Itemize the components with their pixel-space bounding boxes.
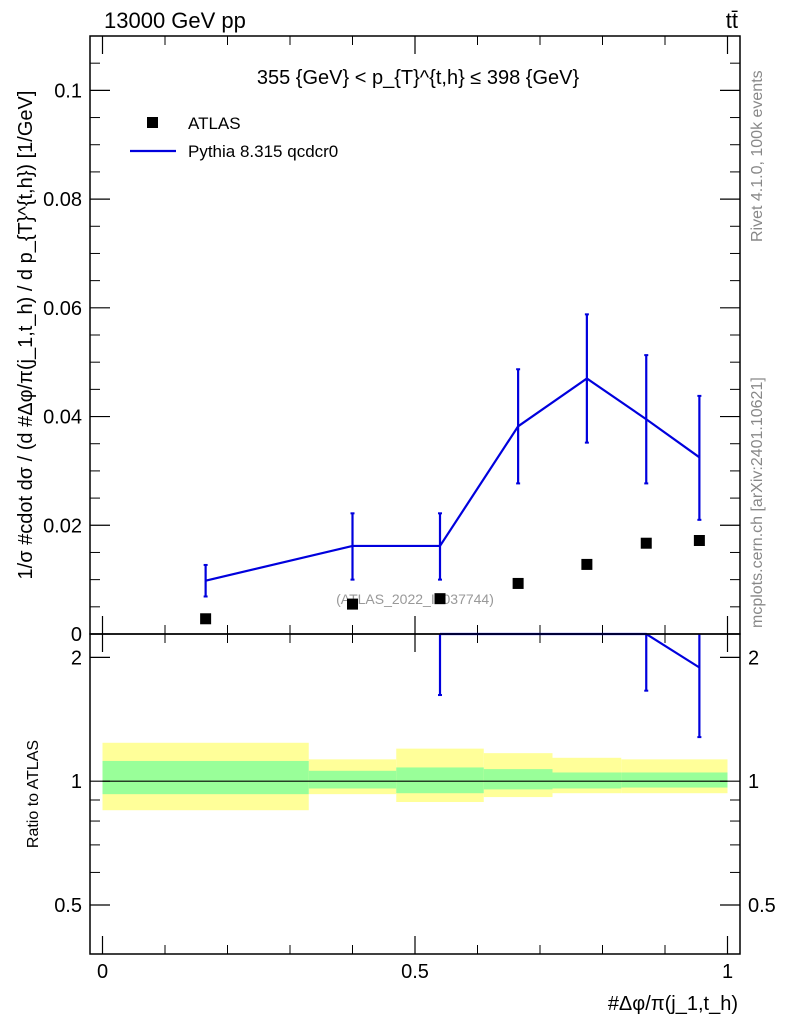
main-y-tick-label: 0.04 <box>43 407 82 429</box>
ratio-inner-uncertainty-band <box>483 769 553 790</box>
ratio-y-axis-label: Ratio to ATLAS <box>25 740 42 848</box>
x-tick-label: 0.5 <box>401 961 429 983</box>
main-y-tick-label: 0.08 <box>43 189 82 211</box>
ratio-y-tick-label-right: 2 <box>748 647 759 669</box>
x-tick-label: 1 <box>722 961 733 983</box>
main-y-axis-label: 1/σ #cdot dσ / (d #Δφ/π(j_1,t_h) / d p_{… <box>15 91 37 580</box>
main-y-tick-label: 0 <box>71 624 82 646</box>
ratio-pythia-line <box>440 632 700 669</box>
main-panel: 355 {GeV} < p_{T}^{t,h} ≤ 398 {GeV} (ATL… <box>15 35 741 646</box>
main-chart-title: 355 {GeV} < p_{T}^{t,h} ≤ 398 {GeV} <box>257 67 580 89</box>
legend-atlas-marker <box>147 117 158 128</box>
legend: ATLAS Pythia 8.315 qcdcr0 <box>130 114 338 161</box>
ratio-y-tick-label: 2 <box>71 647 82 669</box>
main-y-tick-label: 0.1 <box>54 80 82 102</box>
analysis-watermark: (ATLAS_2022_I2037744) <box>336 591 494 607</box>
main-y-tick-label: 0.02 <box>43 515 82 537</box>
ratio-inner-uncertainty-band <box>396 767 484 794</box>
x-axis-label: #Δφ/π(j_1,t_h) <box>608 993 738 1015</box>
ratio-y-tick-label-right: 0.5 <box>748 895 776 917</box>
ratio-plot-frame <box>89 633 741 955</box>
ratio-y-tick-label-right: 1 <box>748 771 759 793</box>
rivet-version-label: Rivet 4.1.0, 100k events <box>749 70 766 242</box>
ratio-inner-uncertainty-band <box>621 772 728 788</box>
mcplots-label: mcplots.cern.ch [arXiv:2401.10621] <box>749 377 766 628</box>
atlas-data-point <box>581 558 593 570</box>
header-left-label: 13000 GeV pp <box>104 8 246 33</box>
atlas-data-point <box>640 537 652 549</box>
atlas-data-point <box>200 613 212 625</box>
header-right-label: tt̄ <box>726 8 738 33</box>
ratio-panel: 0.5 0.5 1 1 2 2 0 0.5 1 Ratio to ATLAS #Δφ/π(j_1… <box>25 632 776 1015</box>
atlas-data-point <box>434 593 446 605</box>
ratio-y-tick-label: 1 <box>71 771 82 793</box>
legend-pythia-label: Pythia 8.315 qcdcr0 <box>188 142 338 161</box>
atlas-data-point <box>512 577 524 589</box>
legend-atlas-label: ATLAS <box>188 114 241 133</box>
atlas-data-point <box>693 534 705 546</box>
x-tick-label: 0 <box>97 961 108 983</box>
ratio-inner-uncertainty-band <box>102 760 309 795</box>
ratio-inner-uncertainty-band <box>552 772 622 789</box>
pythia-line <box>205 377 701 582</box>
ratio-inner-uncertainty-band <box>308 770 397 789</box>
ratio-y-tick-label: 0.5 <box>54 895 82 917</box>
main-y-tick-label: 0.06 <box>43 298 82 320</box>
atlas-data-point <box>347 598 358 610</box>
